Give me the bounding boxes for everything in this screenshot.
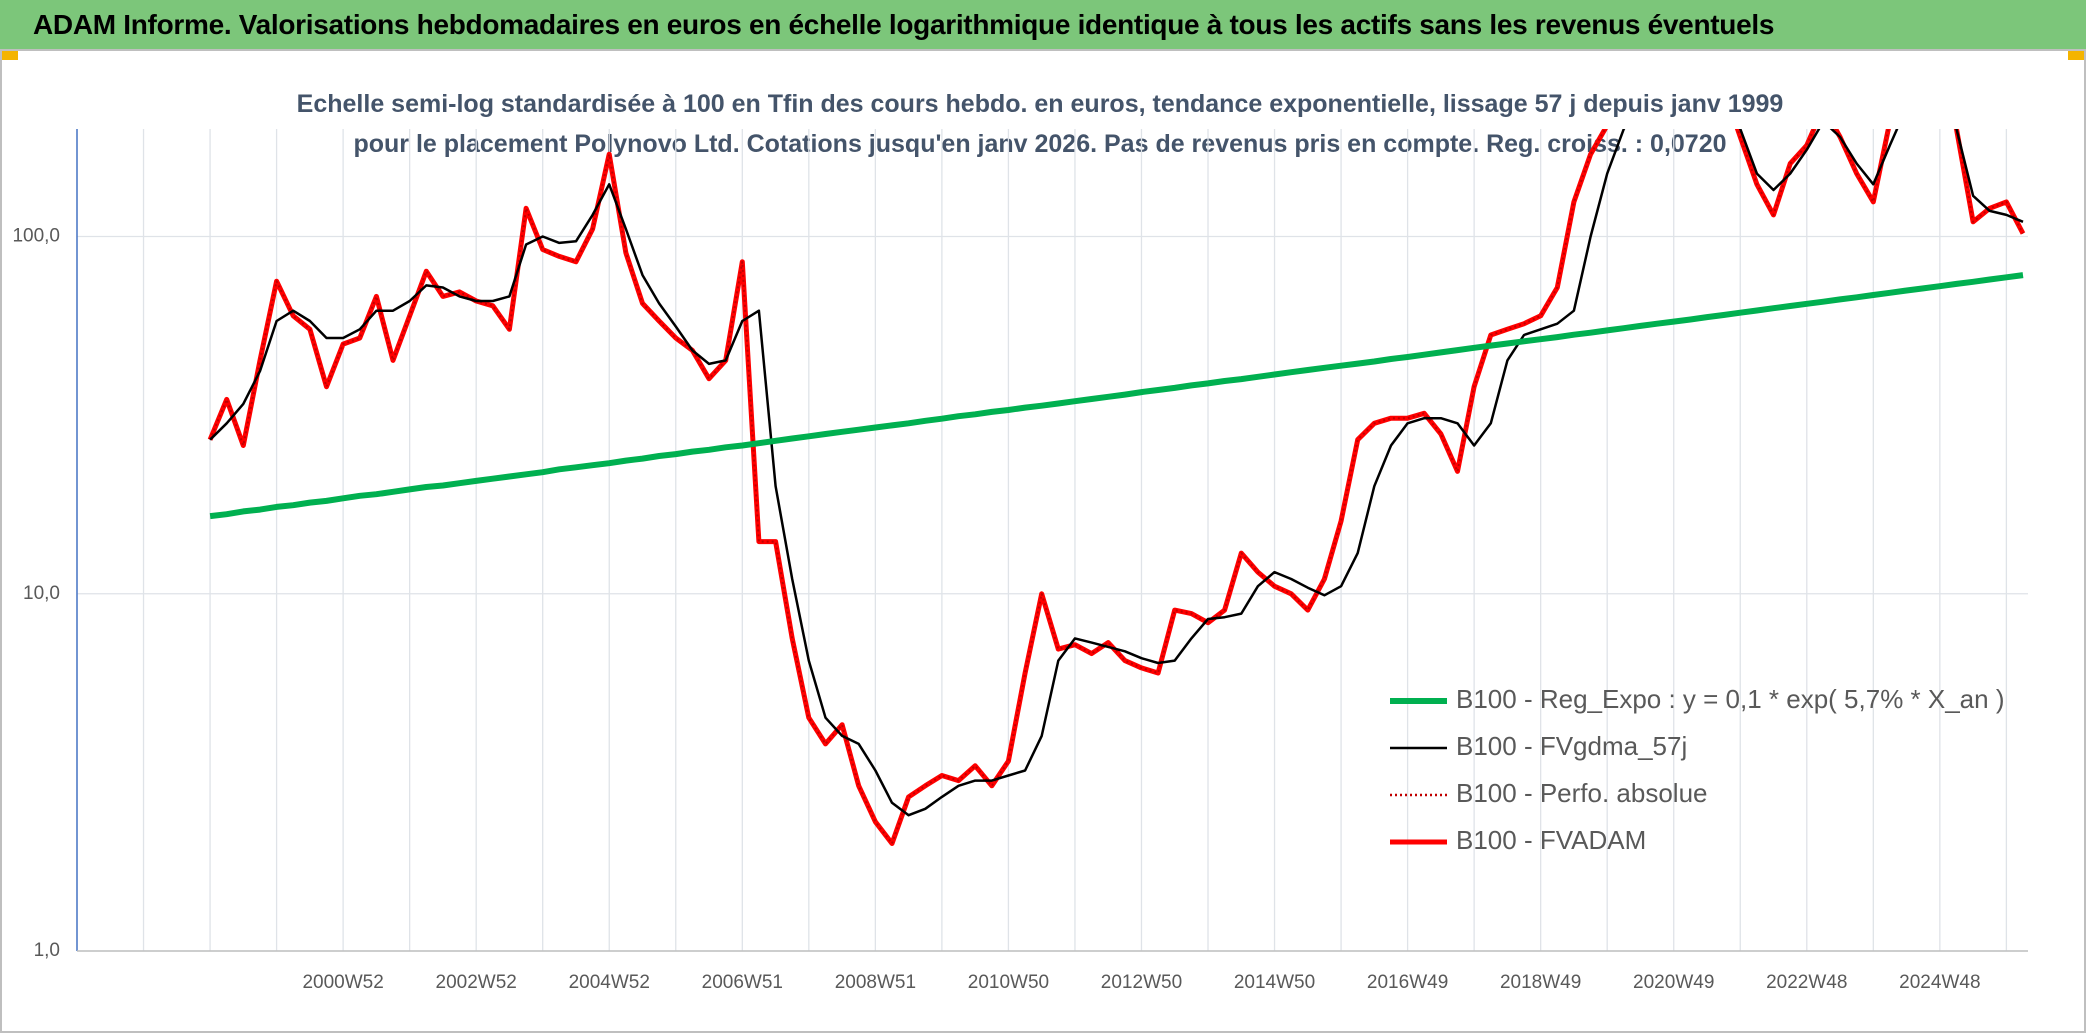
y-tick-label: 100,0 — [12, 226, 60, 247]
x-tick-label: 2018W49 — [1500, 972, 1581, 993]
x-tick-label: 2012W50 — [1101, 972, 1182, 993]
y-tick-label: 10,0 — [23, 583, 60, 604]
chart-title: ADAM Informe. Valorisations hebdomadaire… — [33, 9, 1775, 40]
x-tick-label: 2000W52 — [302, 972, 383, 993]
x-tick-label: 2020W49 — [1633, 972, 1714, 993]
chart-subtitle: Echelle semi-log standardisée à 100 en T… — [296, 90, 1784, 158]
x-tick-label: 2004W52 — [569, 972, 650, 993]
chart-frame — [0, 49, 2086, 1033]
legend-label: B100 - Reg_Expo : y = 0,1 * exp( 5,7% * … — [1456, 684, 2005, 714]
corner-mark — [0, 50, 18, 60]
series-line — [209, 129, 2024, 817]
x-tick-label: 2014W50 — [1234, 972, 1315, 993]
legend-label: B100 - FVgdma_57j — [1456, 731, 1687, 761]
series-line — [209, 129, 2024, 845]
x-tick-label: 2022W48 — [1766, 972, 1847, 993]
x-tick-label: 2010W50 — [968, 972, 1049, 993]
title-bar: ADAM Informe. Valorisations hebdomadaire… — [0, 0, 2086, 50]
legend-label: B100 - FVADAM — [1456, 825, 1646, 855]
x-tick-label: 2002W52 — [436, 972, 517, 993]
y-tick-label: 1,0 — [34, 940, 60, 961]
legend-label: B100 - Perfo. absolue — [1456, 778, 1708, 808]
series-line — [209, 272, 2024, 520]
x-tick-label: 2016W49 — [1367, 972, 1448, 993]
x-tick-label: 2006W51 — [702, 972, 783, 993]
x-tick-label: 2024W48 — [1899, 972, 1980, 993]
x-tick-label: 2008W51 — [835, 972, 916, 993]
series-line — [207, 129, 2026, 846]
subtitle-box: Echelle semi-log standardisée à 100 en T… — [296, 90, 1784, 158]
corner-mark — [2068, 50, 2086, 60]
plot-area — [207, 129, 2026, 846]
